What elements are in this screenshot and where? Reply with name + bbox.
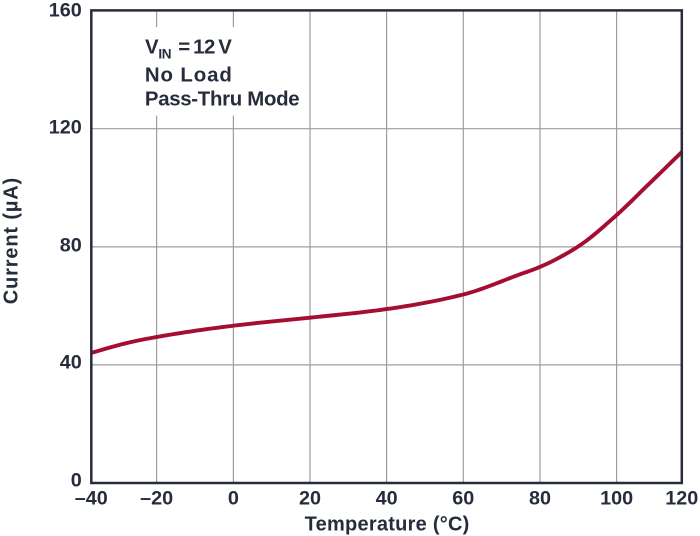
svg-text:160: 160 [49, 0, 82, 22]
svg-text:120: 120 [665, 487, 698, 509]
svg-text:40: 40 [60, 352, 82, 374]
svg-text:Pass-Thru Mode: Pass-Thru Mode [145, 89, 299, 111]
svg-text:80: 80 [60, 234, 82, 256]
svg-text:20: 20 [299, 487, 321, 509]
svg-text:0: 0 [228, 487, 239, 509]
svg-text:–40: –40 [75, 487, 108, 509]
svg-text:VIN = 12 V: VIN = 12 V [145, 36, 232, 61]
svg-text:0: 0 [71, 469, 82, 491]
svg-text:40: 40 [376, 487, 398, 509]
svg-text:–20: –20 [140, 487, 173, 509]
svg-text:60: 60 [452, 487, 474, 509]
svg-text:Temperature (°C): Temperature (°C) [305, 514, 470, 536]
svg-text:Current (µA): Current (µA) [1, 177, 23, 304]
svg-text:No Load: No Load [145, 65, 233, 87]
svg-text:80: 80 [529, 487, 551, 509]
svg-text:100: 100 [600, 487, 633, 509]
svg-text:120: 120 [49, 117, 82, 139]
